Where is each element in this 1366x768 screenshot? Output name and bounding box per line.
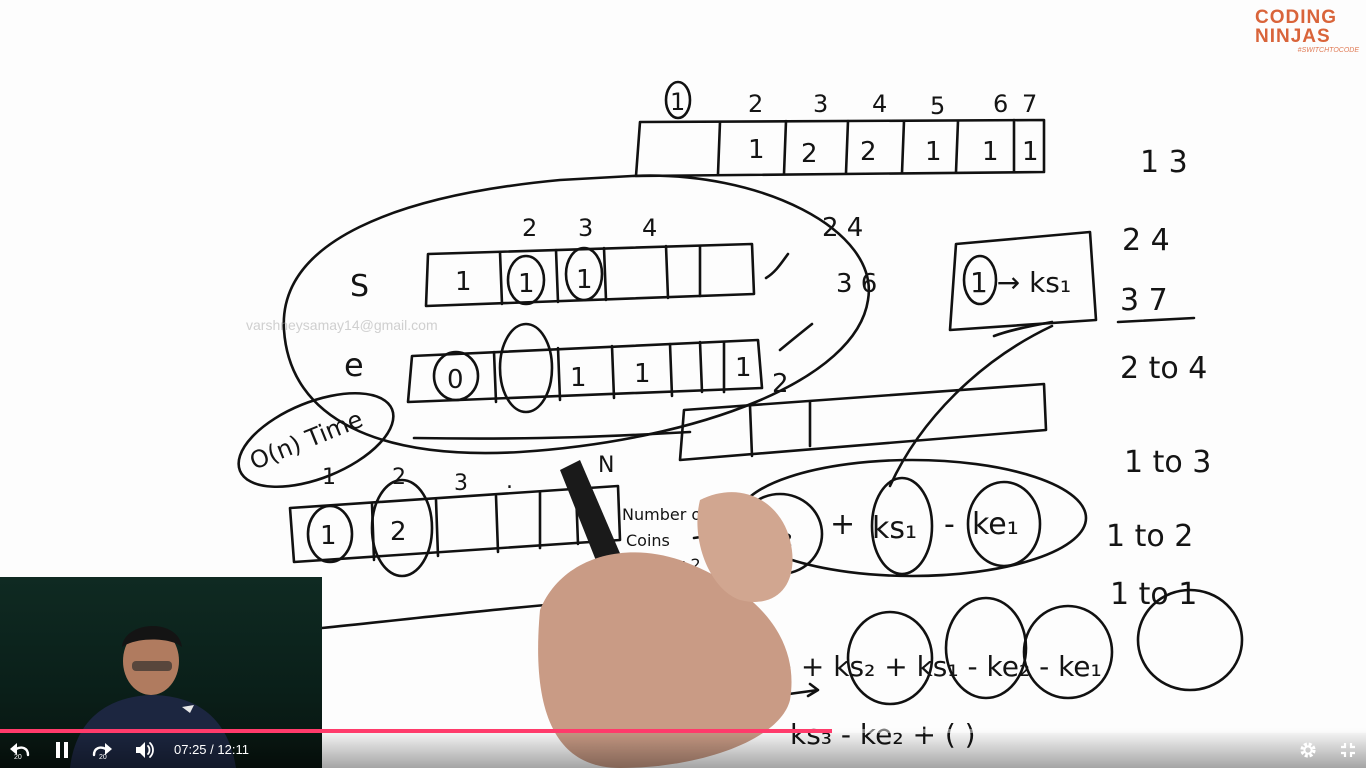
- top-cell: 1: [748, 135, 765, 165]
- margin-notes: 2 4 3 6 2: [772, 213, 877, 399]
- top-cell: 2: [860, 137, 877, 167]
- coin-array: 1 2 1 2 3 . N: [288, 453, 622, 578]
- query-line: 2 to 4: [1120, 351, 1207, 386]
- s-index: 2: [522, 214, 537, 242]
- lower-formula-text: ks₃ + ks₂ + ks₁ - ke₂ - ke₁: [750, 650, 1102, 683]
- coin-cell: 1: [320, 521, 337, 551]
- formula-op: +: [830, 507, 855, 542]
- query-line: 1 3: [1140, 145, 1188, 180]
- coins-note-line: Number of: [622, 505, 707, 524]
- settings-button[interactable]: [1296, 738, 1320, 762]
- presenter-webcam: [0, 577, 322, 768]
- lower-formula: ks₃ + ks₂ + ks₁ - ke₂ - ke₁: [750, 588, 1244, 706]
- top-array-values: 1 2 2 1 1 1: [748, 135, 1039, 169]
- coin-index: 1: [322, 465, 336, 490]
- e-cell: 1: [735, 353, 752, 383]
- forward-seconds: 20: [99, 754, 107, 761]
- e-cell: 0: [447, 365, 464, 395]
- coin-index: 2: [392, 465, 406, 490]
- top-cell: 2: [801, 139, 818, 169]
- progress-fill: [0, 729, 832, 733]
- query-line: 1 to 1: [1110, 577, 1197, 612]
- query-line: 3 7: [1120, 283, 1168, 318]
- pause-button[interactable]: [50, 738, 74, 762]
- bottom-formula: ks₃ - ke₂ + ( ): [790, 718, 976, 751]
- gear-icon: [1300, 742, 1316, 758]
- player-controls: [0, 728, 1366, 768]
- top-index: 1: [670, 88, 685, 116]
- top-index: 6: [993, 90, 1008, 118]
- box-note-text: 1 → ks₁: [970, 266, 1071, 299]
- coins-note-line: Coins: [626, 531, 670, 550]
- top-index: 4: [872, 90, 887, 118]
- s-label: S: [350, 269, 369, 304]
- margin-note: 2: [772, 369, 789, 399]
- rewind-button[interactable]: [6, 738, 32, 762]
- top-cell: 1: [1022, 137, 1039, 167]
- rewind-seconds: 20: [14, 754, 22, 761]
- top-array-indices: 1 2 3 4 5 6 7: [670, 88, 1037, 120]
- query-line: 1 to 2: [1106, 519, 1193, 554]
- e-cell: 1: [634, 359, 651, 389]
- s-cell: 1: [518, 269, 535, 299]
- formula-term: ks₁: [872, 511, 917, 546]
- rewind-icon: [10, 743, 30, 757]
- time-display: 07:25 / 12:11: [174, 742, 249, 757]
- logo-line-2: NINJAS: [1255, 26, 1331, 47]
- margin-note: 3 6: [836, 269, 877, 299]
- s-index: 3: [578, 214, 593, 242]
- volume-button[interactable]: [132, 738, 158, 762]
- margin-note: 2 4: [822, 213, 863, 243]
- coding-ninjas-logo: CODING NINJAS #SWITCHTOCODE: [1255, 8, 1359, 54]
- top-index: 3: [813, 90, 828, 118]
- formula-op: -: [944, 507, 955, 542]
- top-array: [634, 80, 1046, 178]
- e-label: e: [344, 346, 364, 384]
- formula-term: ke₁: [972, 507, 1019, 542]
- top-index: 2: [748, 90, 763, 118]
- top-cell: 1: [982, 137, 999, 167]
- complexity-text: O(n) Time: [246, 405, 367, 476]
- coin-index: .: [506, 469, 513, 494]
- s-cell: 1: [455, 267, 472, 297]
- top-index: 7: [1022, 90, 1037, 118]
- e-array: e 0 1 1 1: [344, 322, 814, 414]
- coin-index: N: [598, 453, 614, 478]
- query-line: 1 to 3: [1124, 445, 1211, 480]
- progress-bar[interactable]: [0, 729, 1366, 733]
- coin-cell: 2: [390, 517, 407, 547]
- exit-fullscreen-button[interactable]: [1336, 738, 1360, 762]
- top-index: 5: [930, 92, 945, 120]
- forward-icon: [92, 743, 112, 757]
- grouping-loop: [282, 174, 871, 455]
- top-cell: 1: [925, 137, 942, 167]
- volume-icon: [136, 742, 154, 758]
- presenter-hand: [538, 460, 793, 768]
- exit-fullscreen-icon: [1341, 743, 1355, 757]
- s-cell: 1: [576, 265, 593, 295]
- email-watermark: varshneysamay14@gmail.com: [246, 317, 438, 333]
- pause-icon: [56, 742, 68, 758]
- query-line: 2 4: [1122, 223, 1170, 258]
- forward-button[interactable]: [90, 738, 116, 762]
- box-note: 1 → ks₁: [888, 230, 1098, 488]
- logo-line-1: CODING: [1255, 7, 1337, 28]
- logo-tagline: #SWITCHTOCODE: [1297, 47, 1359, 54]
- empty-array: [412, 382, 1048, 462]
- coin-index: 3: [454, 471, 468, 496]
- s-index: 4: [642, 214, 657, 242]
- query-list: 1 3 2 4 3 7 2 to 4 1 to 3 1 to 2 1 to 1: [1106, 145, 1211, 612]
- s-array: S 1 1 1 2 3 4: [350, 214, 790, 308]
- e-cell: 1: [570, 363, 587, 393]
